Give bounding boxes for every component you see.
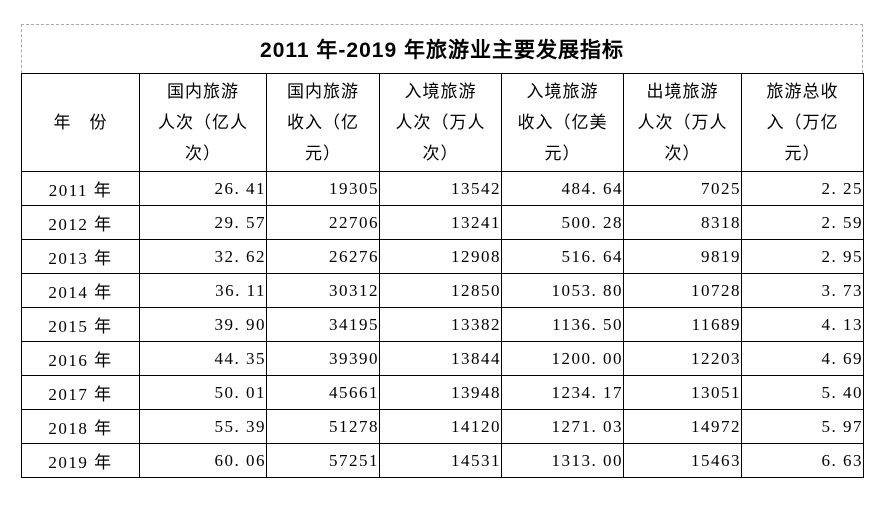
value-cell: 7025 [623, 171, 742, 206]
header-inbound-revenue: 入境旅游 收入（亿美 元） [501, 73, 624, 172]
value-cell: 44. 35 [139, 341, 267, 376]
table-row: 2011 年 26. 41 19305 13542 484. 64 7025 2… [21, 171, 864, 206]
year-cell: 2011 年 [21, 171, 140, 206]
value-cell: 5. 97 [741, 409, 864, 444]
table-row: 2015 年 39. 90 34195 13382 1136. 50 11689… [21, 307, 864, 342]
value-cell: 39. 90 [139, 307, 267, 342]
value-cell: 26. 41 [139, 171, 267, 206]
value-cell: 1271. 03 [501, 409, 624, 444]
header-total-revenue: 旅游总收 入（万亿 元） [741, 73, 864, 172]
value-cell: 4. 13 [741, 307, 864, 342]
value-cell: 13844 [379, 341, 502, 376]
value-cell: 45661 [266, 375, 380, 410]
value-cell: 13241 [379, 205, 502, 240]
title-box: 2011 年-2019 年旅游业主要发展指标 [21, 24, 863, 73]
year-cell: 2016 年 [21, 341, 140, 376]
value-cell: 500. 28 [501, 205, 624, 240]
value-cell: 30312 [266, 273, 380, 308]
value-cell: 60. 06 [139, 443, 267, 478]
year-cell: 2014 年 [21, 273, 140, 308]
value-cell: 516. 64 [501, 239, 624, 274]
value-cell: 484. 64 [501, 171, 624, 206]
header-row: 年 份 国内旅游 人次（亿人 次） 国内旅游 收入（亿 元） 入境旅游 人次（万… [21, 73, 864, 172]
value-cell: 14972 [623, 409, 742, 444]
value-cell: 13542 [379, 171, 502, 206]
value-cell: 55. 39 [139, 409, 267, 444]
header-outbound-trips: 出境旅游 人次（万人 次） [623, 73, 742, 172]
value-cell: 9819 [623, 239, 742, 274]
document-container: 2011 年-2019 年旅游业主要发展指标 年 份 国内旅游 人次（亿人 次）… [21, 24, 864, 478]
value-cell: 39390 [266, 341, 380, 376]
value-cell: 2. 59 [741, 205, 864, 240]
value-cell: 14531 [379, 443, 502, 478]
value-cell: 3. 73 [741, 273, 864, 308]
value-cell: 57251 [266, 443, 380, 478]
header-domestic-revenue: 国内旅游 收入（亿 元） [266, 73, 380, 172]
table-row: 2014 年 36. 11 30312 12850 1053. 80 10728… [21, 273, 864, 308]
value-cell: 13051 [623, 375, 742, 410]
value-cell: 12908 [379, 239, 502, 274]
year-cell: 2015 年 [21, 307, 140, 342]
year-cell: 2017 年 [21, 375, 140, 410]
tourism-indicators-table: 年 份 国内旅游 人次（亿人 次） 国内旅游 收入（亿 元） 入境旅游 人次（万… [21, 73, 864, 478]
value-cell: 4. 69 [741, 341, 864, 376]
value-cell: 6. 63 [741, 443, 864, 478]
value-cell: 11689 [623, 307, 742, 342]
header-inbound-trips: 入境旅游 人次（万人 次） [379, 73, 502, 172]
table-row: 2016 年 44. 35 39390 13844 1200. 00 12203… [21, 341, 864, 376]
value-cell: 14120 [379, 409, 502, 444]
table-row: 2013 年 32. 62 26276 12908 516. 64 9819 2… [21, 239, 864, 274]
value-cell: 34195 [266, 307, 380, 342]
value-cell: 51278 [266, 409, 380, 444]
value-cell: 29. 57 [139, 205, 267, 240]
value-cell: 5. 40 [741, 375, 864, 410]
value-cell: 26276 [266, 239, 380, 274]
year-cell: 2013 年 [21, 239, 140, 274]
value-cell: 1200. 00 [501, 341, 624, 376]
value-cell: 12203 [623, 341, 742, 376]
value-cell: 19305 [266, 171, 380, 206]
table-row: 2018 年 55. 39 51278 14120 1271. 03 14972… [21, 409, 864, 444]
value-cell: 13382 [379, 307, 502, 342]
header-domestic-trips: 国内旅游 人次（亿人 次） [139, 73, 267, 172]
year-cell: 2012 年 [21, 205, 140, 240]
value-cell: 8318 [623, 205, 742, 240]
value-cell: 1234. 17 [501, 375, 624, 410]
header-year: 年 份 [21, 73, 140, 172]
table-title: 2011 年-2019 年旅游业主要发展指标 [260, 39, 624, 62]
value-cell: 1053. 80 [501, 273, 624, 308]
value-cell: 22706 [266, 205, 380, 240]
table-row: 2012 年 29. 57 22706 13241 500. 28 8318 2… [21, 205, 864, 240]
value-cell: 2. 95 [741, 239, 864, 274]
value-cell: 50. 01 [139, 375, 267, 410]
year-cell: 2018 年 [21, 409, 140, 444]
value-cell: 15463 [623, 443, 742, 478]
value-cell: 36. 11 [139, 273, 267, 308]
value-cell: 1313. 00 [501, 443, 624, 478]
table-row: 2019 年 60. 06 57251 14531 1313. 00 15463… [21, 443, 864, 478]
value-cell: 10728 [623, 273, 742, 308]
year-cell: 2019 年 [21, 443, 140, 478]
value-cell: 2. 25 [741, 171, 864, 206]
value-cell: 1136. 50 [501, 307, 624, 342]
value-cell: 12850 [379, 273, 502, 308]
value-cell: 13948 [379, 375, 502, 410]
value-cell: 32. 62 [139, 239, 267, 274]
table-row: 2017 年 50. 01 45661 13948 1234. 17 13051… [21, 375, 864, 410]
